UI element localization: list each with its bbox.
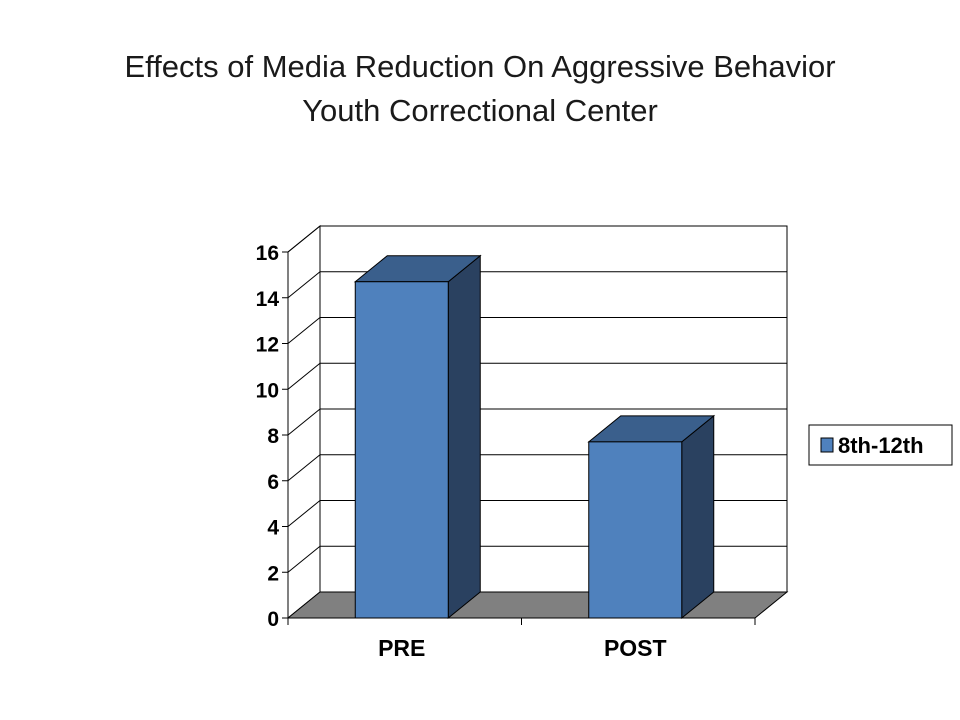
y-tick-label: 6 [267,471,279,494]
y-tick-label: 16 [256,242,279,265]
gridline-side [287,362,321,390]
y-tick-label: 2 [267,562,279,585]
y-tick-label: 10 [256,379,279,402]
x-axis-tick-labels: PRE POST [378,635,666,661]
y-axis-tick-labels: 0 2 4 6 8 10 12 14 16 [256,242,280,631]
y-tick-label: 0 [267,608,279,631]
title-line-1: Effects of Media Reduction On Aggressive… [124,49,836,84]
y-tick-label: 8 [267,425,279,448]
y-tick-label: 12 [256,334,279,357]
y-tick-label: 4 [267,517,279,540]
gridline-side [287,454,321,482]
bar-pre [354,281,449,619]
x-tick-label: PRE [378,635,425,661]
legend-label: 8th-12th [838,433,924,458]
x-tick-label: POST [604,635,667,661]
y-tick-label: 14 [256,288,280,311]
bar-side [681,414,715,620]
gridline-side [287,317,321,344]
gridline-side [287,545,321,573]
chart-bars [353,254,716,620]
legend-swatch [820,437,834,453]
gridline-side [287,408,321,436]
gridline-side [287,500,321,527]
bar-post [588,441,683,619]
gridline-side [287,271,321,299]
chart-title: Effects of Media Reduction On Aggressive… [0,45,960,133]
chart-axes [282,251,756,625]
chart-legend: 8th-12th [808,424,953,466]
title-line-2: Youth Correctional Center [302,93,658,128]
bar-side [447,254,481,620]
gridline-side [287,225,321,253]
